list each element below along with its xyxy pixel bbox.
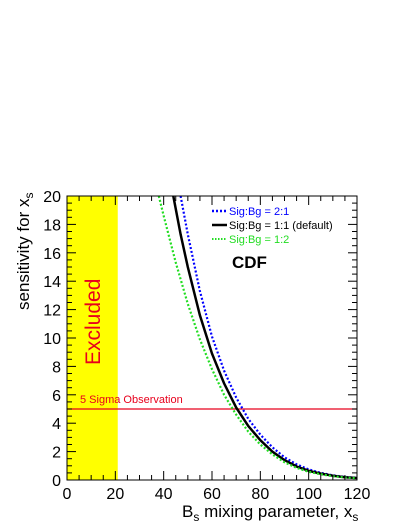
y-tick-label: 0 [52,473,61,490]
y-tick-label: 8 [52,359,61,376]
y-axis-title-main: sensitivity for x [14,198,33,310]
cdf-label: CDF [232,253,267,272]
y-tick-label: 14 [43,274,61,291]
y-tick-label: 16 [43,246,61,263]
y-tick-label: 18 [43,217,61,234]
plot-area: 0 20 40 60 80 100 120 0 2 4 6 8 10 12 14 16 18 20 [43,189,370,503]
x-axis-title-main: B [182,502,193,521]
series-line-2 [157,196,357,480]
legend-label-1-2: Sig:Bg = 1:2 [229,234,289,246]
x-tick-label: 20 [106,486,124,503]
excluded-label: Excluded [82,279,105,365]
y-tick-label: 10 [43,331,61,348]
legend-label-1-1: Sig:Bg = 1:1 (default) [229,220,333,232]
legend-label-2-1: Sig:Bg = 2:1 [229,206,289,218]
x-tick-label: 0 [63,486,72,503]
y-tick-label: 6 [52,388,61,405]
x-tick-label: 80 [251,486,269,503]
y-tick-label: 20 [43,189,61,206]
y-tick-label: 12 [43,303,61,320]
x-axis-title: Bs mixing parameter, xs [182,502,358,524]
y-tick-label: 4 [52,416,61,433]
x-axis-title-mid: mixing parameter, x [199,502,353,521]
x-tick-label: 100 [295,486,322,503]
x-tick-label: 120 [344,486,371,503]
x-tick-label: 40 [155,486,173,503]
series-line-1 [172,196,357,480]
x-axis-title-sub2: s [352,510,358,524]
legend: Sig:Bg = 2:1 Sig:Bg = 1:1 (default) Sig:… [212,206,333,246]
x-axis-title-sub1: s [193,510,199,524]
y-axis-title: sensitivity for xs [14,193,36,310]
sigma-label: 5 Sigma Observation [80,394,183,406]
y-axis-title-sub: s [22,193,36,199]
y-tick-label: 2 [52,445,61,462]
x-tick-label: 60 [203,486,221,503]
